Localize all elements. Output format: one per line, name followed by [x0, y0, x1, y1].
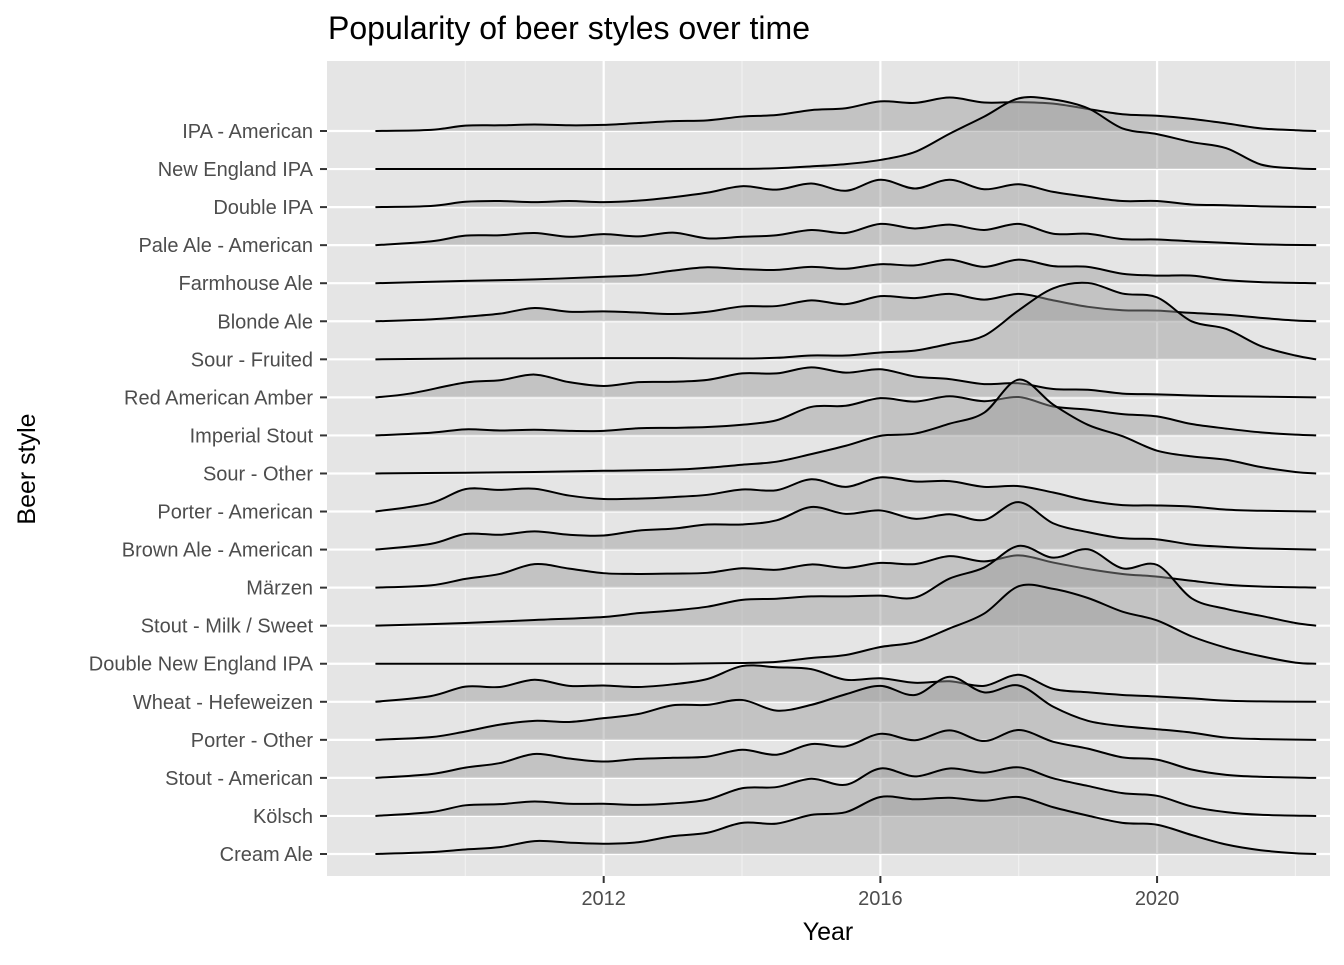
ridge-area: [375, 293, 1317, 322]
y-axis: IPA - American New England IPA Double IPA P…: [89, 121, 327, 866]
ridge-20: [375, 795, 1317, 855]
ridge-14: [375, 544, 1317, 627]
ridge-area: [375, 730, 1317, 778]
ridge-area: [375, 584, 1317, 664]
ridge-11: [375, 476, 1317, 513]
ridge-area: [375, 396, 1317, 436]
y-tick-label: IPA - American: [182, 121, 313, 143]
ridge-area: [375, 282, 1317, 360]
ridge-outline: [375, 501, 1317, 551]
ridge-1: [375, 96, 1317, 132]
ridge-outline: [375, 292, 1317, 323]
y-tick-label: Wheat - Hefeweizen: [133, 692, 313, 714]
ridge-outline: [375, 178, 1317, 209]
chart-title: Popularity of beer styles over time: [328, 10, 810, 46]
x-axis: 2012 2016 2020: [581, 876, 1179, 910]
x-axis-title: Year: [803, 918, 854, 946]
ridge-15: [375, 583, 1317, 665]
ridge-outline: [375, 583, 1317, 665]
ridge-3: [375, 178, 1317, 209]
y-tick-label: Stout - Milk / Sweet: [141, 616, 314, 638]
ridges: [375, 96, 1317, 855]
ridge-area: [375, 379, 1317, 474]
y-tick-label: Sour - Fruited: [191, 349, 313, 371]
y-tick-label: Brown Ale - American: [122, 540, 313, 562]
ridge-6: [375, 292, 1317, 323]
y-tick-label: Stout - American: [165, 768, 313, 790]
y-tick-label: Märzen: [246, 578, 313, 600]
ridge-area: [375, 796, 1317, 854]
ridge-outline: [375, 258, 1317, 285]
y-tick-label: Sour - Other: [203, 463, 313, 485]
x-tick-label: 2012: [581, 888, 626, 910]
ridge-area: [375, 767, 1317, 816]
y-tick-label: Cream Ale: [220, 844, 313, 866]
ridge-area: [375, 502, 1317, 550]
ridge-18: [375, 729, 1317, 779]
ridge-area: [375, 555, 1317, 588]
x-tick-label: 2016: [858, 888, 903, 910]
ridge-17: [375, 675, 1317, 741]
ridge-outline: [375, 378, 1317, 475]
ridge-outline: [375, 664, 1317, 703]
ridge-outline: [375, 544, 1317, 627]
ridge-outline: [375, 766, 1317, 817]
ridge-16: [375, 664, 1317, 703]
y-axis-title: Beer style: [13, 413, 41, 524]
ridge-19: [375, 766, 1317, 817]
ridge-area: [375, 97, 1317, 131]
ridge-outline: [375, 554, 1317, 589]
ridge-outline: [375, 795, 1317, 855]
ridge-2: [375, 96, 1317, 171]
y-tick-label: Porter - Other: [191, 730, 314, 752]
ridge-area: [375, 477, 1317, 512]
ridge-area: [375, 97, 1317, 170]
x-tick-label: 2020: [1135, 888, 1180, 910]
y-tick-label: Porter - American: [157, 502, 313, 524]
ridge-area: [375, 545, 1317, 626]
ridge-area: [375, 179, 1317, 208]
ridge-area: [375, 676, 1317, 740]
ridge-outline: [375, 675, 1317, 741]
y-tick-label: Farmhouse Ale: [178, 273, 313, 295]
ridge-outline: [375, 222, 1317, 247]
y-tick-label: Double IPA: [213, 197, 313, 219]
ridge-outline: [375, 281, 1317, 361]
ridge-outline: [375, 96, 1317, 132]
ridge-4: [375, 222, 1317, 247]
ridge-7: [375, 281, 1317, 361]
y-tick-label: New England IPA: [158, 159, 314, 181]
ridge-8: [375, 366, 1317, 399]
ridge-outline: [375, 729, 1317, 779]
y-tick-label: Double New England IPA: [89, 654, 314, 676]
ridge-12: [375, 501, 1317, 551]
y-tick-label: Kölsch: [253, 806, 313, 828]
ridge-area: [375, 223, 1317, 246]
ridge-outline: [375, 96, 1317, 171]
ridge-10: [375, 378, 1317, 475]
ridge-outline: [375, 395, 1317, 437]
y-tick-label: Pale Ale - American: [138, 235, 313, 257]
ridge-9: [375, 395, 1317, 437]
ridge-13: [375, 554, 1317, 589]
ridge-outline: [375, 476, 1317, 513]
y-tick-label: Red American Amber: [124, 387, 313, 409]
y-tick-label: Blonde Ale: [217, 311, 313, 333]
y-tick-label: Imperial Stout: [190, 425, 314, 447]
ridge-outline: [375, 366, 1317, 399]
ridge-5: [375, 258, 1317, 285]
